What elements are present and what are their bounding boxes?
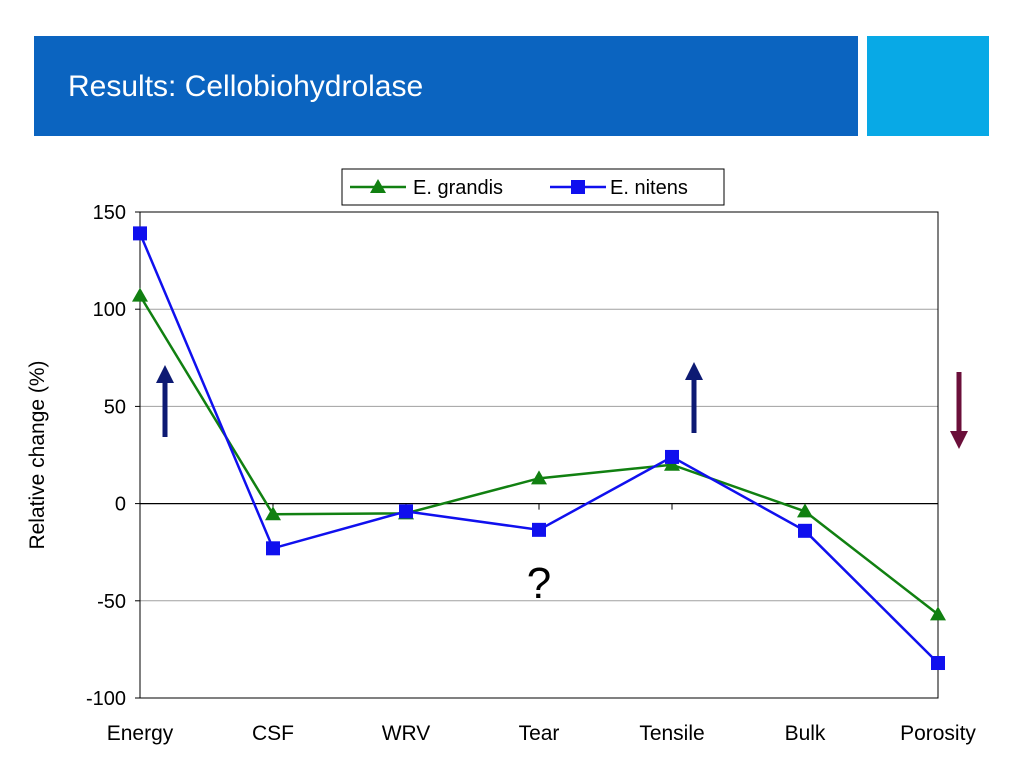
data-point — [399, 504, 413, 519]
y-tick-label: 150 — [93, 202, 126, 224]
x-tick-label: Tensile — [639, 722, 704, 745]
x-tick-label: Energy — [107, 722, 174, 745]
legend-marker — [370, 179, 386, 193]
x-tick-label: Porosity — [900, 722, 976, 745]
x-tick-label: CSF — [252, 722, 294, 745]
x-tick-label: WRV — [382, 722, 431, 745]
tensile-increase-arrow — [685, 362, 703, 433]
y-tick-label: -50 — [97, 591, 126, 613]
data-point — [266, 541, 280, 556]
x-tick-label: Tear — [519, 722, 560, 745]
energy-increase-arrow — [156, 365, 174, 437]
y-tick-label: 100 — [93, 299, 126, 321]
slide-title: Results: Cellobiohydrolase — [68, 70, 424, 103]
x-tick-label: Bulk — [785, 722, 826, 745]
accent-box — [867, 36, 989, 136]
legend-label: E. nitens — [610, 177, 688, 199]
data-point — [532, 522, 546, 537]
porosity-decrease-arrow — [950, 372, 968, 449]
data-point — [133, 226, 147, 241]
data-point — [132, 287, 148, 302]
legend-label: E. grandis — [413, 177, 503, 199]
title-bar: Results: Cellobiohydrolase — [34, 36, 858, 136]
y-tick-label: 50 — [104, 396, 126, 418]
arrow-head — [950, 431, 968, 449]
data-point — [531, 470, 547, 485]
data-point — [797, 503, 813, 518]
y-axis-label: Relative change (%) — [26, 360, 49, 549]
arrow-head — [685, 362, 703, 380]
question-mark-annotation: ? — [527, 559, 551, 608]
y-tick-label: -100 — [86, 688, 126, 710]
legend: E. grandis E. nitens — [341, 168, 725, 206]
arrow-head — [156, 365, 174, 383]
data-point — [265, 506, 281, 521]
y-tick-label: 0 — [115, 494, 126, 516]
plot-area — [139, 211, 939, 699]
data-point — [665, 449, 679, 464]
data-point — [798, 523, 812, 538]
data-point — [931, 656, 945, 671]
legend-marker — [571, 180, 585, 194]
data-point — [930, 606, 946, 621]
